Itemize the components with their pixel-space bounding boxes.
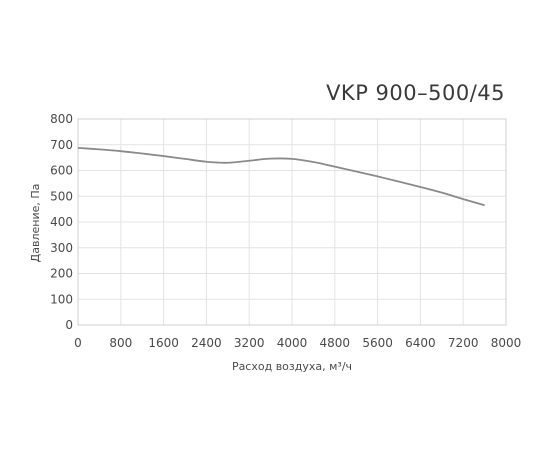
- y-tick-label: 200: [50, 267, 73, 281]
- x-tick-label: 2400: [191, 336, 222, 350]
- y-tick-label: 300: [50, 241, 73, 255]
- x-tick-label: 7200: [448, 336, 479, 350]
- y-axis-label: Давление, Па: [29, 184, 42, 263]
- x-tick-label: 4800: [320, 336, 351, 350]
- x-tick-label: 0: [74, 336, 82, 350]
- pressure-curve: [77, 146, 485, 207]
- y-tick-label: 800: [50, 112, 73, 126]
- y-tick-label: 500: [50, 189, 73, 203]
- series-layer: [77, 146, 485, 207]
- y-tick-label: 400: [50, 215, 73, 229]
- y-tick-label: 600: [50, 164, 73, 178]
- y-tick-label: 0: [65, 318, 73, 332]
- x-tick-label: 8000: [491, 336, 522, 350]
- x-tick-label: 4000: [277, 336, 308, 350]
- x-axis-label: Расход воздуха, м³/ч: [232, 360, 352, 373]
- x-tick-label: 1600: [148, 336, 179, 350]
- y-tick-label: 100: [50, 292, 73, 306]
- x-tick-label: 5600: [362, 336, 393, 350]
- plot-frame: [77, 118, 507, 326]
- x-tick-label: 800: [109, 336, 132, 350]
- x-tick-label: 3200: [234, 336, 265, 350]
- chart-title: VKP 900–500/45: [326, 81, 505, 105]
- x-tick-label: 6400: [405, 336, 436, 350]
- y-tick-label: 700: [50, 138, 73, 152]
- y-axis-ticks: 0 100 200 300 400 500 600 700 800: [50, 112, 73, 332]
- x-axis-ticks: 0 800 1600 2400 3200 4000 4800 5600 6400 7200 8000: [74, 336, 521, 350]
- grid-lines: [77, 118, 507, 326]
